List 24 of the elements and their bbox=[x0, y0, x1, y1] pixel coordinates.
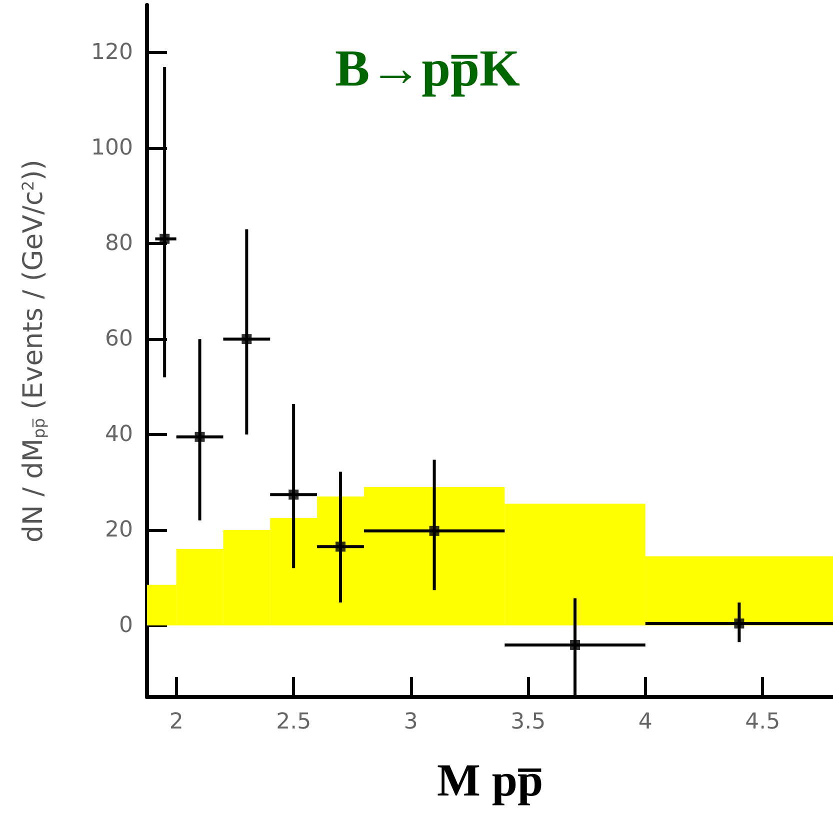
point bbox=[429, 526, 440, 536]
x-tick-label: 2 bbox=[169, 710, 184, 734]
y-tick-label: 120 bbox=[91, 40, 133, 66]
y-tick-label: 0 bbox=[119, 612, 133, 638]
point bbox=[288, 490, 299, 500]
point bbox=[734, 618, 744, 629]
x-axis-title: M pp̅ bbox=[436, 754, 544, 806]
text: B→pp̅K bbox=[335, 40, 521, 98]
point bbox=[194, 432, 205, 442]
point bbox=[160, 234, 170, 244]
x-tick-label: 4 bbox=[638, 710, 652, 734]
x-tick-label: 4.5 bbox=[745, 710, 780, 734]
y-tick-label: 100 bbox=[91, 136, 133, 161]
y-tick-label: 40 bbox=[105, 422, 133, 448]
y-axis-title: dN / dMpp̅ (Events / (GeV/c2)) bbox=[18, 160, 49, 542]
point bbox=[335, 542, 346, 552]
y-tick-label: 20 bbox=[105, 517, 133, 542]
y-tick-label: 80 bbox=[105, 231, 133, 256]
x-tick-label: 3.5 bbox=[510, 710, 546, 734]
y-tick-label: 60 bbox=[105, 326, 133, 352]
x-tick-label: 2.5 bbox=[276, 710, 312, 734]
point bbox=[570, 640, 580, 650]
x-tick-label: 3 bbox=[404, 710, 418, 734]
point bbox=[242, 334, 252, 344]
